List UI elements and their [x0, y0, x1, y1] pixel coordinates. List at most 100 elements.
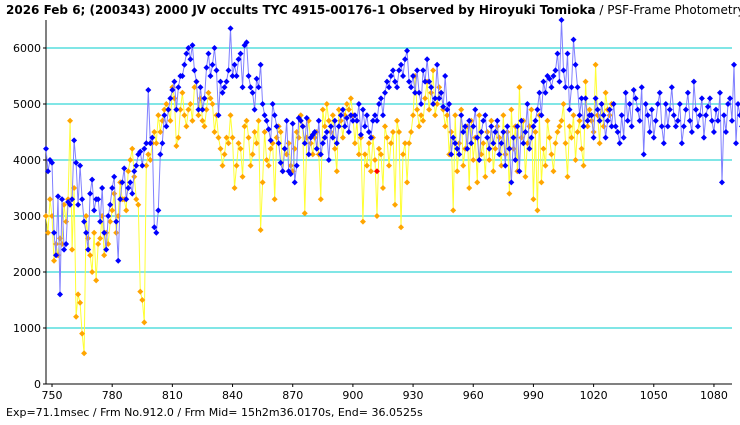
blue-point-767 [83, 229, 90, 236]
orange-point-934 [418, 112, 425, 119]
orange-point-966 [482, 173, 489, 180]
orange-point-803 [155, 112, 162, 119]
orange-point-1010 [570, 112, 577, 119]
blue-point-806 [161, 112, 168, 119]
orange-point-938 [426, 106, 433, 113]
blue-point-1035 [620, 134, 627, 141]
blue-point-961 [472, 106, 479, 113]
y-tick-label-0: 0 [34, 378, 41, 391]
orange-point-922 [394, 117, 401, 124]
blue-point-956 [462, 123, 469, 130]
blue-point-935 [420, 67, 427, 74]
orange-point-998 [546, 134, 553, 141]
blue-point-894 [337, 112, 344, 119]
orange-point-806 [161, 106, 168, 113]
blue-point-919 [388, 73, 395, 79]
blue-point-1017 [584, 117, 591, 124]
orange-point-1001 [552, 140, 559, 147]
blue-point-785 [119, 179, 126, 186]
blue-point-927 [404, 47, 411, 54]
orange-point-837 [223, 134, 230, 141]
blue-point-833 [215, 112, 222, 119]
blue-point-979 [508, 179, 515, 186]
orange-point-983 [516, 84, 523, 91]
orange-point-928 [406, 140, 413, 147]
orange-point-1011 [572, 157, 579, 163]
blue-point-952 [454, 145, 461, 152]
blue-point-1085 [720, 112, 727, 119]
blue-point-798 [145, 87, 152, 93]
blue-point-955 [460, 129, 467, 135]
orange-point-947 [444, 112, 451, 119]
blue-point-790 [129, 190, 136, 197]
blue-point-830 [209, 61, 216, 68]
blue-point-1080 [710, 129, 717, 135]
blue-point-800 [149, 134, 156, 141]
blue-point-1001 [552, 67, 559, 74]
orange-point-834 [217, 145, 224, 152]
blue-point-1066 [682, 106, 689, 113]
blue-point-1036 [622, 89, 629, 96]
orange-point-759 [67, 117, 74, 124]
blue-point-1069 [688, 129, 695, 135]
blue-point-995 [540, 78, 547, 85]
blue-point-1032 [614, 129, 621, 135]
blue-point-1021 [592, 95, 599, 102]
blue-point-759 [67, 201, 74, 208]
blue-point-773 [95, 196, 102, 203]
blue-point-887 [323, 129, 330, 135]
blue-point-796 [141, 145, 148, 152]
blue-point-845 [239, 84, 246, 91]
orange-point-797 [143, 162, 150, 169]
orange-point-995 [540, 145, 547, 152]
orange-point-923 [396, 129, 403, 135]
blue-point-875 [299, 123, 306, 130]
blue-point-1003 [556, 78, 563, 85]
blue-point-757 [63, 241, 70, 247]
blue-point-748 [45, 168, 52, 175]
blue-point-1000 [550, 73, 557, 79]
blue-point-1015 [580, 123, 587, 130]
blue-point-1011 [572, 61, 579, 68]
orange-point-780 [109, 207, 116, 214]
orange-point-996 [542, 162, 549, 169]
blue-point-1074 [698, 95, 705, 102]
blue-point-1091 [733, 140, 740, 147]
orange-point-951 [452, 112, 459, 119]
chart-title: 2026 Feb 6; (200343) 2000 JV occults TYC… [6, 3, 740, 17]
blue-point-827 [203, 64, 210, 71]
orange-point-838 [225, 140, 232, 147]
blue-point-819 [187, 56, 194, 63]
blue-point-901 [351, 112, 358, 119]
blue-point-808 [165, 106, 172, 113]
blue-point-794 [137, 148, 144, 155]
orange-point-969 [488, 117, 495, 124]
blue-point-906 [361, 123, 368, 130]
blue-point-1050 [650, 134, 657, 141]
blue-point-812 [173, 106, 180, 113]
blue-point-1046 [642, 101, 649, 107]
blue-point-810 [169, 87, 176, 93]
orange-point-847 [243, 117, 250, 124]
orange-point-853 [255, 117, 262, 124]
blue-point-1051 [652, 117, 659, 124]
blue-point-953 [456, 151, 463, 158]
blue-point-994 [538, 112, 545, 119]
orange-point-885 [319, 106, 326, 113]
orange-point-823 [195, 112, 202, 119]
tick-labels: 0 1000 2000 3000 4000 5000 6000 750 780 810 840 870… [13, 42, 728, 402]
orange-point-854 [257, 227, 264, 233]
blue-point-838 [225, 67, 232, 74]
blue-point-945 [440, 103, 447, 110]
blue-point-949 [448, 151, 455, 158]
blue-point-788 [125, 185, 132, 191]
orange-point-756 [61, 201, 68, 208]
x-tick-label-1050: 1050 [640, 389, 668, 402]
blue-point-774 [97, 218, 104, 225]
orange-point-826 [201, 123, 208, 130]
blue-point-1009 [568, 84, 575, 91]
orange-point-864 [277, 129, 284, 135]
blue-point-1038 [626, 101, 633, 107]
blue-point-903 [355, 101, 362, 107]
orange-point-794 [137, 288, 144, 295]
